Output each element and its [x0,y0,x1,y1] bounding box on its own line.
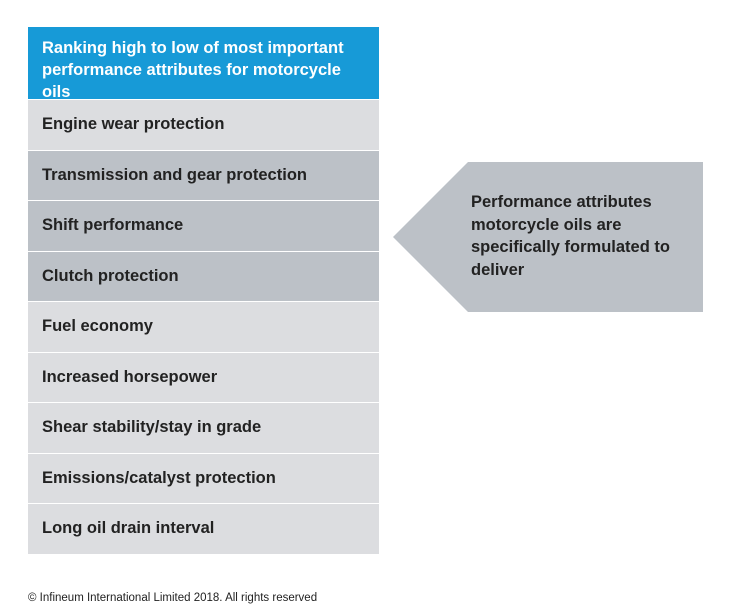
table-row-transmission-gear-protection: Transmission and gear protection [28,149,379,200]
table-header: Ranking high to low of most important pe… [28,27,379,101]
table-row-increased-horsepower: Increased horsepower [28,351,379,402]
table-row-clutch-protection: Clutch protection [28,250,379,301]
table-row-long-oil-drain-interval: Long oil drain interval [28,503,379,554]
table-row-engine-wear-protection: Engine wear protection [28,99,379,150]
table-row-shift-performance: Shift performance [28,200,379,251]
table-row-emissions-catalyst-protection: Emissions/catalyst protection [28,452,379,503]
copyright-notice: © Infineum International Limited 2018. A… [28,592,318,604]
callout-text: Performance attributes motorcycle oils a… [471,193,670,279]
table-row-shear-stability: Shear stability/stay in grade [28,402,379,453]
callout-arrow: Performance attributes motorcycle oils a… [393,162,703,312]
ranking-table: Ranking high to low of most important pe… [28,27,379,554]
callout-arrow-shape [393,162,703,312]
table-row-fuel-economy: Fuel economy [28,301,379,352]
